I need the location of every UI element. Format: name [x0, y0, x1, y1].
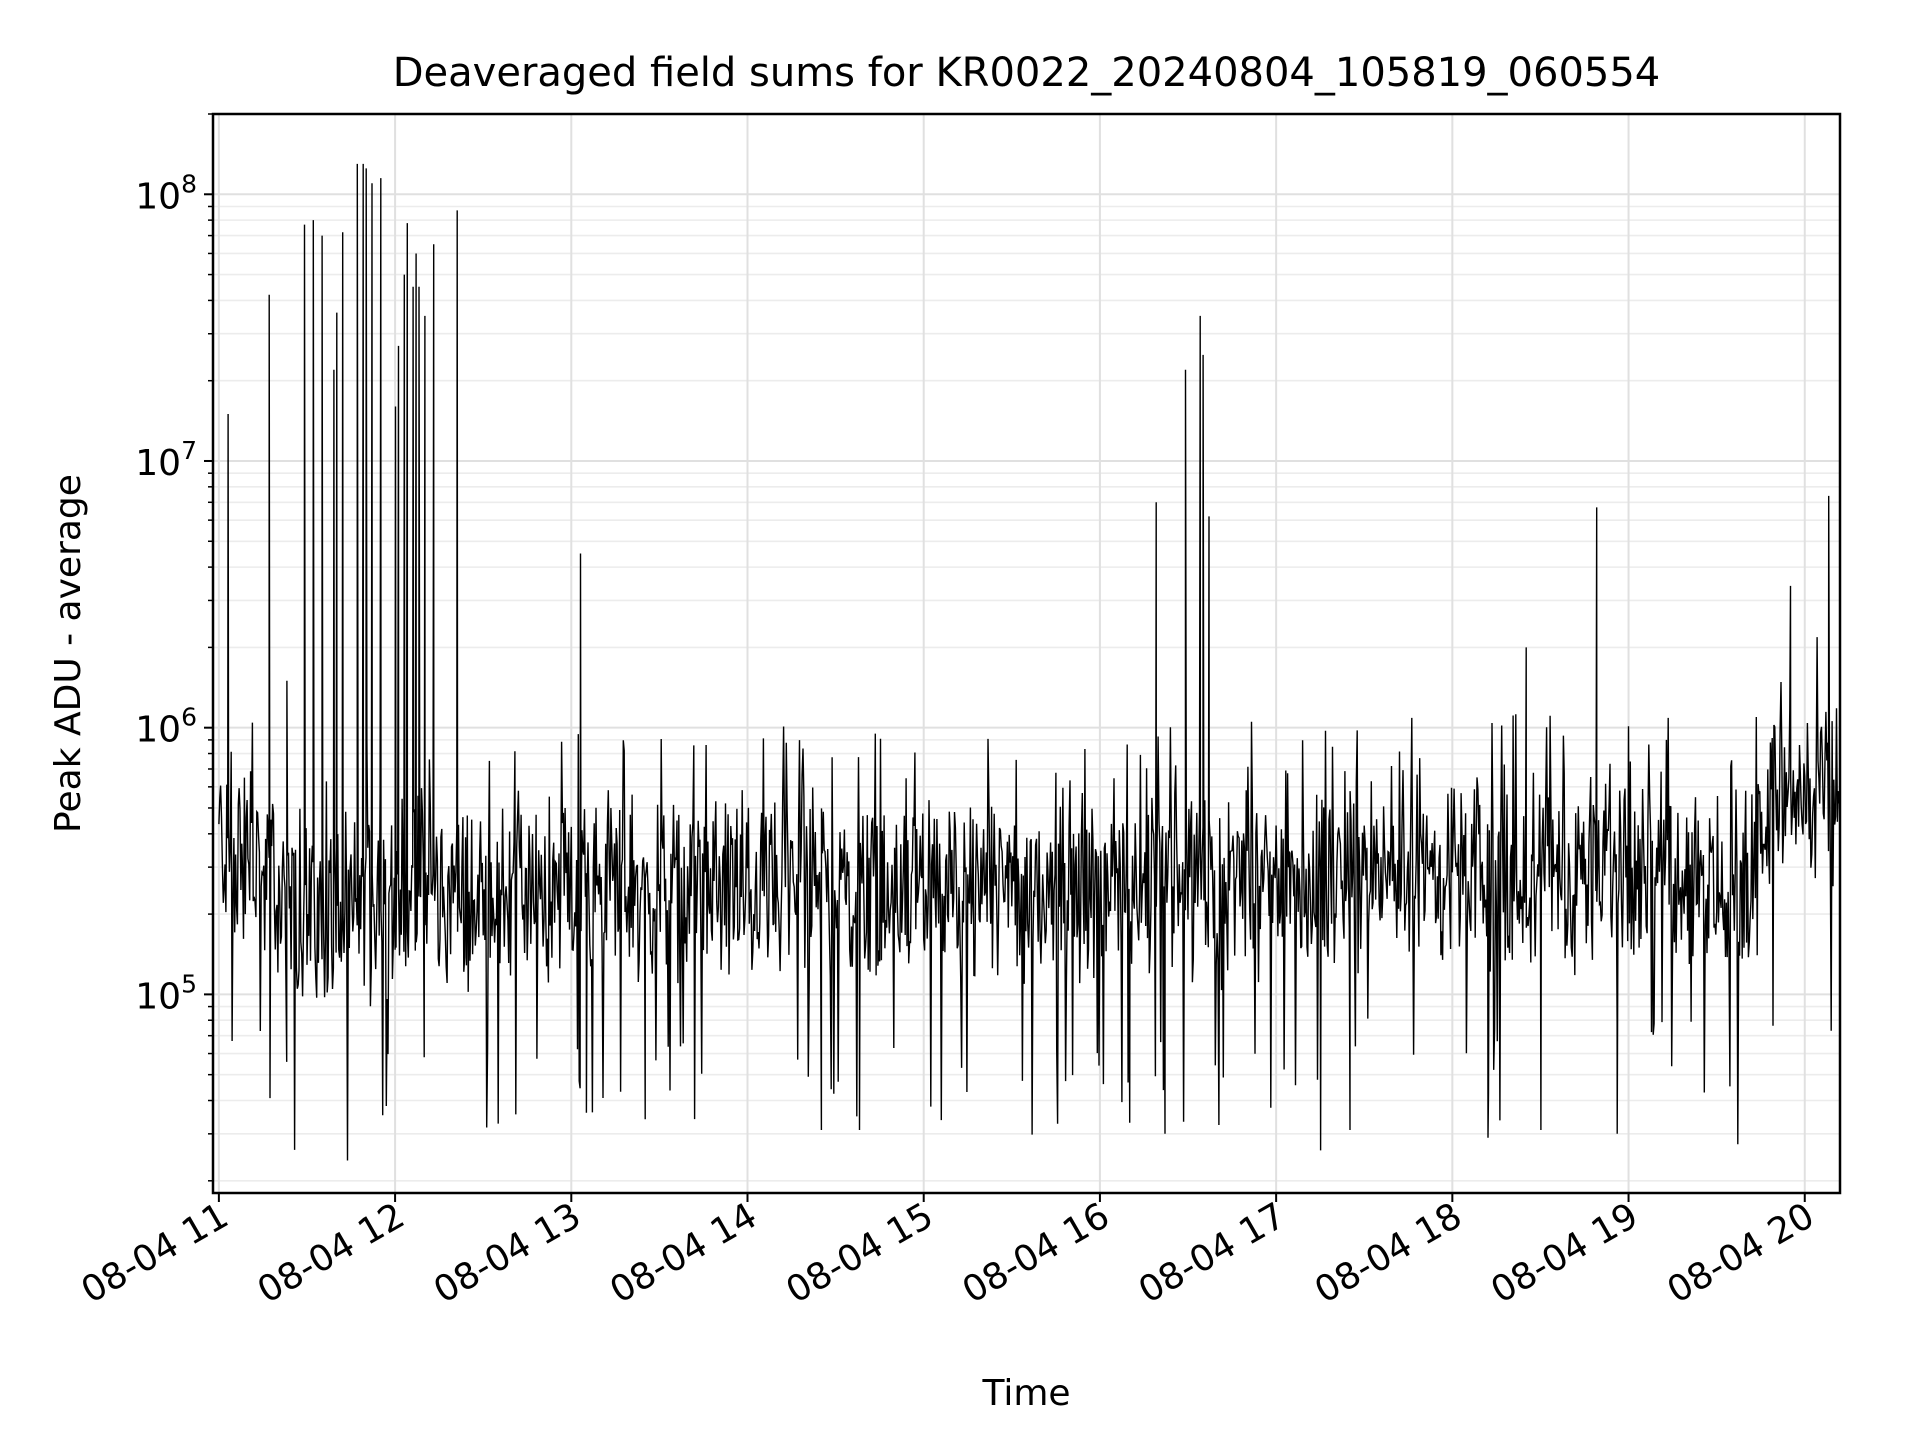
y-tick-label: 106: [135, 703, 197, 751]
chart-title: Deaveraged field sums for KR0022_2024080…: [393, 50, 1661, 96]
y-tick-label: 107: [135, 436, 197, 484]
axes-frame: [211, 112, 1842, 1195]
x-axis-label: Time: [981, 1373, 1070, 1414]
y-tick-label: 105: [135, 969, 197, 1017]
series-line: [218, 163, 1841, 1161]
y-tick-label: 108: [135, 169, 197, 217]
plot-area: [218, 163, 1841, 1161]
y-axis-label: Peak ADU - average: [48, 474, 89, 833]
